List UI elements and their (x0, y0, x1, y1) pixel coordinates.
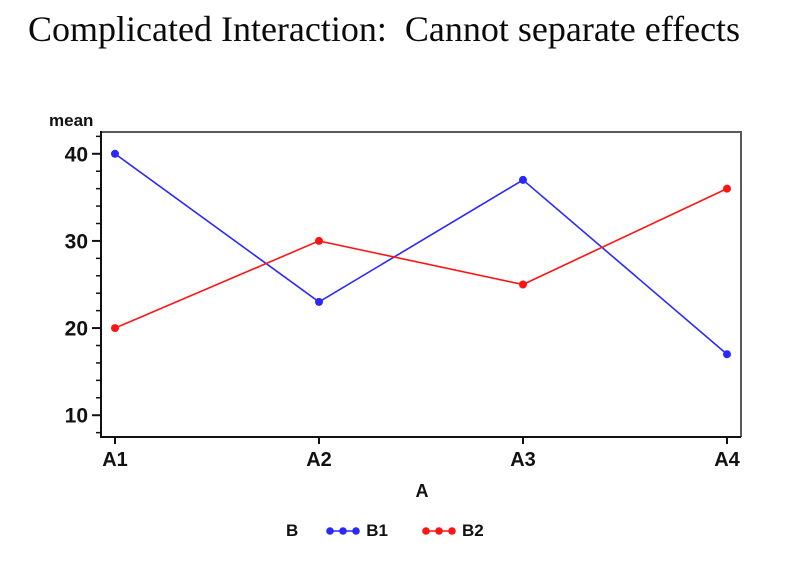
legend: B B1 B2 (286, 519, 484, 543)
legend-marker-b2 (422, 527, 456, 535)
x-tick-label: A2 (306, 449, 332, 471)
data-point-b2 (315, 236, 323, 245)
data-point-b1 (111, 149, 119, 158)
data-point-b2 (519, 280, 527, 289)
x-axis-title: A (415, 481, 429, 501)
series-line-b1 (114, 153, 728, 355)
data-point-b2 (723, 184, 731, 193)
legend-item-b1: B1 (326, 521, 388, 541)
y-tick-label: 40 (65, 143, 88, 166)
data-point-b1 (723, 350, 731, 359)
data-point-b1 (519, 175, 527, 184)
legend-item-label: B2 (462, 521, 484, 540)
y-tick-label: 30 (65, 230, 88, 253)
legend-item-label: B1 (366, 521, 389, 540)
legend-items: B1 B2 (326, 521, 484, 541)
y-axis-title: mean (49, 111, 94, 130)
x-tick-label: A1 (102, 449, 128, 471)
legend-marker-b1 (326, 527, 361, 535)
legend-group-label: B (286, 521, 299, 540)
series-line-b2 (114, 187, 728, 329)
y-tick-label: 10 (65, 405, 88, 428)
x-tick-label: A4 (714, 449, 740, 471)
x-tick-label: A3 (510, 449, 536, 471)
data-point-b1 (315, 297, 323, 306)
chart-title: Complicated Interaction: Cannot separate… (28, 9, 741, 49)
data-point-b2 (111, 324, 119, 333)
legend-item-b2: B2 (422, 521, 484, 541)
y-tick-label: 20 (65, 318, 88, 341)
